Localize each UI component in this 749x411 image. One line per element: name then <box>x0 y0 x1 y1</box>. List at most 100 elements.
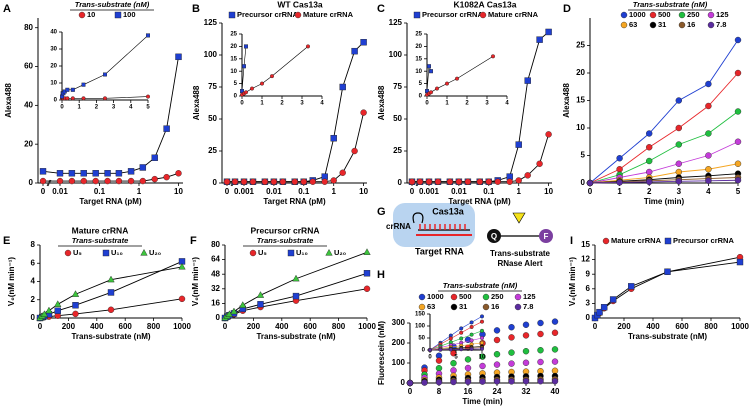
marker <box>705 177 712 185</box>
marker <box>675 160 682 167</box>
marker <box>479 353 486 360</box>
y-tick-label: 15 <box>581 240 590 249</box>
marker <box>469 338 474 343</box>
x-axis-label: Time (min) <box>462 397 503 406</box>
marker <box>469 332 474 337</box>
crrna-strand <box>412 212 470 231</box>
y-tick-label: 2 <box>31 295 36 304</box>
marker <box>646 157 653 165</box>
marker <box>65 87 70 92</box>
marker <box>537 358 544 366</box>
marker <box>491 54 496 59</box>
marker <box>469 320 474 325</box>
y-tick-label: 150 <box>415 312 426 318</box>
y-tick-label: 100 <box>415 324 426 330</box>
y-tick-label: 0 <box>234 94 238 100</box>
y-axis-label: V₀(nM min⁻¹) <box>7 257 16 306</box>
series-line <box>589 173 739 184</box>
x-tick-label: 0 <box>593 322 598 331</box>
x-tick-label: 3 <box>300 101 304 107</box>
chart-title: Mature crRNA <box>72 225 129 235</box>
marker <box>68 177 76 185</box>
marker <box>249 86 254 91</box>
marker <box>675 124 682 132</box>
x-tick-label: 0.01 <box>266 187 282 196</box>
marker <box>139 177 147 185</box>
y-axis-label: Fluorescein (nM) <box>377 321 386 385</box>
legend-title: Trans-substrate (nM) <box>75 0 150 9</box>
marker <box>306 44 311 49</box>
marker <box>675 168 682 176</box>
y-tick-label: 10 <box>50 81 57 87</box>
legend-label: 16 <box>687 20 695 29</box>
marker <box>459 336 464 341</box>
marker <box>270 74 275 79</box>
panel-label: H <box>377 269 385 281</box>
marker <box>536 160 543 168</box>
marker <box>515 177 522 184</box>
marker <box>249 178 257 185</box>
legend-marker <box>514 303 522 311</box>
y-tick-label: 40 <box>24 100 33 109</box>
y-tick-label: 200 <box>392 338 406 347</box>
legend-marker <box>325 248 333 256</box>
marker <box>469 324 474 329</box>
marker <box>537 378 544 385</box>
marker <box>455 76 460 81</box>
marker <box>351 47 358 55</box>
marker <box>493 336 501 344</box>
marker <box>675 97 682 104</box>
y-tick-label: 60 <box>24 62 33 71</box>
marker <box>65 96 70 101</box>
marker <box>446 178 454 185</box>
series-line <box>594 256 741 319</box>
marker <box>646 178 653 186</box>
x-tick-label: 4 <box>706 187 711 196</box>
marker <box>54 300 62 307</box>
marker <box>464 356 472 363</box>
cleavage-site <box>512 212 526 224</box>
marker <box>455 178 463 185</box>
legend-label: Precursor crRNA <box>237 10 298 19</box>
marker <box>115 177 123 185</box>
marker <box>151 154 158 161</box>
marker <box>705 166 712 173</box>
x-tick-label: 1 <box>331 187 336 196</box>
panel-label: C <box>377 3 385 15</box>
legend-label: 16 <box>491 302 499 311</box>
y-tick-label: 20 <box>576 68 585 77</box>
marker <box>80 170 87 177</box>
marker <box>139 164 147 171</box>
marker <box>435 86 440 91</box>
marker <box>291 178 298 185</box>
marker <box>545 28 552 36</box>
y-axis-label: Alexa488 <box>562 83 571 118</box>
marker <box>363 285 371 292</box>
marker <box>107 275 115 283</box>
marker <box>545 131 552 138</box>
x-tick-label: 0.1 <box>94 187 106 196</box>
legend-label: 10 <box>87 10 95 19</box>
marker <box>56 177 64 185</box>
series-line <box>412 31 549 183</box>
y-tick-label: 20 <box>415 44 422 50</box>
marker <box>480 346 485 351</box>
x-tick-label: 0 <box>240 101 244 107</box>
marker <box>675 141 682 148</box>
marker <box>459 347 464 352</box>
marker <box>256 291 265 298</box>
legend-label: 63 <box>427 302 435 311</box>
y-tick-label: 100 <box>204 50 218 59</box>
marker <box>480 336 485 341</box>
legend-label: 250 <box>687 10 700 19</box>
x-axis-label: Target RNA (pM) <box>448 197 511 206</box>
y-tick-label: 15 <box>415 56 422 62</box>
y-tick-label: 0 <box>586 313 591 322</box>
marker <box>239 301 247 308</box>
marker <box>425 178 433 185</box>
panel-label: D <box>563 3 571 15</box>
series-line <box>589 141 739 184</box>
y-tick-label: 10 <box>415 69 422 75</box>
marker <box>494 178 501 185</box>
series-line <box>227 41 364 183</box>
